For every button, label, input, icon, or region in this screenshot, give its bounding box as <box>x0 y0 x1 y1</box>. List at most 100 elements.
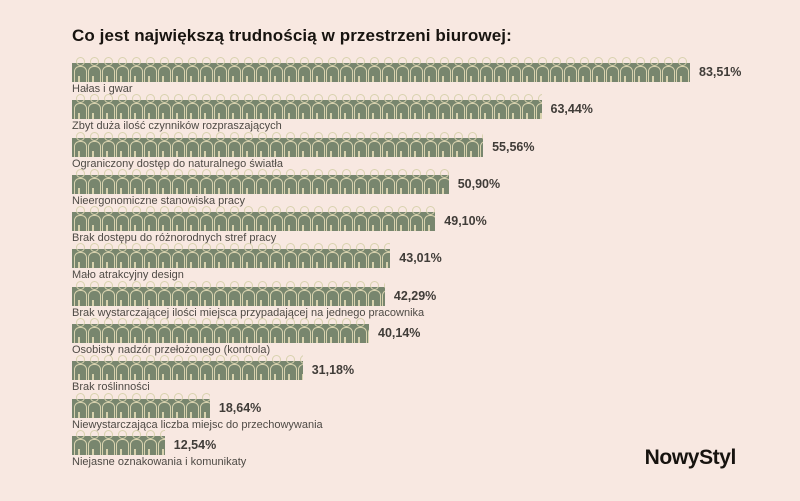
bar-category-label: Niewystarczająca liczba miejsc do przech… <box>72 418 323 431</box>
bar-value-label: 63,44% <box>550 102 593 117</box>
person-icon <box>366 280 381 306</box>
person-legs-gap <box>246 113 248 120</box>
person-legs-gap <box>638 76 640 82</box>
person-icon <box>156 131 171 157</box>
person-icon <box>184 206 199 232</box>
person-legs-gap <box>176 187 178 194</box>
person-legs-gap <box>358 262 360 269</box>
person-icon <box>128 243 143 269</box>
person-icon <box>576 57 591 82</box>
person-legs-gap <box>274 150 276 157</box>
person-legs-gap <box>246 187 248 194</box>
person-icon <box>114 131 129 157</box>
person-legs-gap <box>498 76 500 82</box>
person-icon <box>352 280 367 306</box>
person-icon <box>170 131 185 157</box>
person-legs-gap <box>92 411 94 418</box>
person-icon <box>212 206 227 232</box>
person-icon <box>282 280 297 306</box>
person-icon <box>506 94 521 120</box>
person-legs-gap <box>568 76 570 82</box>
person-icon <box>268 355 283 381</box>
person-icon <box>436 168 449 194</box>
person-legs-gap <box>204 187 206 194</box>
person-legs-gap <box>134 150 136 157</box>
person-icon <box>254 243 269 269</box>
bar-category-label: Hałas i gwar <box>72 83 133 95</box>
person-icon <box>310 57 325 82</box>
person-icon <box>86 318 101 344</box>
bar-line: 63,44% <box>72 94 800 120</box>
person-legs-gap <box>386 187 388 194</box>
person-icon <box>296 318 311 344</box>
person-legs-gap <box>106 299 108 306</box>
person-legs-gap <box>218 150 220 157</box>
person-legs-gap <box>162 411 164 418</box>
pictogram-bar <box>72 206 436 232</box>
person-legs-gap <box>204 150 206 157</box>
person-legs-gap <box>106 187 108 194</box>
person-icon <box>170 243 185 269</box>
person-icon <box>268 243 283 269</box>
person-legs-gap <box>288 225 290 232</box>
person-legs-gap <box>302 337 304 344</box>
person-legs-gap <box>134 411 136 418</box>
person-icon <box>408 94 423 120</box>
person-icon <box>408 168 423 194</box>
person-icon <box>114 429 129 455</box>
person-legs-gap <box>414 113 416 120</box>
person-legs-gap <box>92 113 94 120</box>
bar-row: 83,51% Hałas i gwar <box>72 57 800 95</box>
person-legs-gap <box>260 76 262 82</box>
person-legs-gap <box>176 150 178 157</box>
person-legs-gap <box>232 76 234 82</box>
person-icon <box>618 57 633 82</box>
person-legs-gap <box>400 76 402 82</box>
person-legs-gap <box>218 76 220 82</box>
person-legs-gap <box>246 225 248 232</box>
person-icon <box>646 57 661 82</box>
person-icon <box>128 429 143 455</box>
person-icon <box>254 57 269 82</box>
person-icon <box>366 131 381 157</box>
person-icon <box>240 206 255 232</box>
person-icon <box>86 206 101 232</box>
person-legs-gap <box>92 150 94 157</box>
person-icon <box>198 57 213 82</box>
person-icon <box>352 206 367 232</box>
person-icon <box>156 168 171 194</box>
person-legs-gap <box>78 150 80 157</box>
person-icon <box>268 94 283 120</box>
pictogram-bar-chart: 83,51% Hałas i gwar 63,44% Zbyt duża ilość … <box>72 57 800 468</box>
person-icon <box>562 57 577 82</box>
person-icon <box>114 392 129 418</box>
pictogram-bar <box>72 243 391 269</box>
person-legs-gap <box>148 337 150 344</box>
person-legs-gap <box>442 113 444 120</box>
person-icon <box>506 57 521 82</box>
person-icon <box>338 94 353 120</box>
pictogram-bar <box>72 57 690 82</box>
person-icon <box>212 243 227 269</box>
person-icon <box>268 131 283 157</box>
person-legs-gap <box>456 113 458 120</box>
person-icon <box>156 355 171 381</box>
person-legs-gap <box>400 113 402 120</box>
person-legs-gap <box>624 76 626 82</box>
person-legs-gap <box>92 337 94 344</box>
person-icon <box>128 206 143 232</box>
person-legs-gap <box>316 150 318 157</box>
person-icon <box>478 94 493 120</box>
person-legs-gap <box>92 187 94 194</box>
person-icon <box>394 57 409 82</box>
person-legs-gap <box>652 76 654 82</box>
person-icon <box>184 355 199 381</box>
person-legs-gap <box>288 76 290 82</box>
person-legs-gap <box>78 448 80 455</box>
bar-value-label: 50,90% <box>457 176 501 191</box>
person-icon <box>366 57 381 82</box>
person-legs-gap <box>190 411 192 418</box>
person-icon <box>520 57 535 82</box>
person-icon <box>100 318 115 344</box>
